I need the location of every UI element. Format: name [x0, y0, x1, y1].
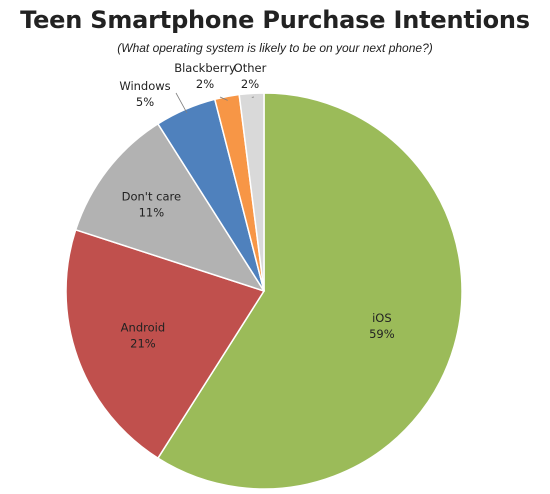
slice-value-don-t-care: 11%	[139, 206, 165, 220]
leader-line-windows	[175, 92, 188, 114]
slice-value-blackberry: 2%	[196, 77, 214, 91]
pie-slice-ios	[157, 92, 463, 490]
leader-line-blackberry	[219, 96, 228, 101]
slice-labels: iOS 59% Android 21% Don't care 11% Windows 5% Bl…	[119, 61, 394, 351]
slice-value-other: 2%	[241, 77, 259, 91]
slice-value-android: 21%	[130, 337, 156, 351]
slice-label-don-t-care: Don't care	[122, 190, 181, 204]
pie-slice-don-t-care	[74, 123, 265, 292]
chart-subtitle: (What operating system is likely to be o…	[117, 41, 433, 55]
pie-slice-other	[238, 92, 265, 292]
slice-value-windows: 5%	[136, 95, 154, 109]
leader-lines	[175, 92, 255, 114]
slice-label-windows: Windows	[119, 79, 170, 93]
slice-label-android: Android	[121, 321, 165, 335]
chart-title: Teen Smartphone Purchase Intentions	[20, 6, 530, 34]
slice-label-ios: iOS	[372, 311, 392, 325]
pie-slice-android	[65, 229, 265, 459]
slice-value-ios: 59%	[369, 327, 395, 341]
slice-label-other: Other	[234, 61, 267, 75]
slice-label-blackberry: Blackberry	[174, 61, 236, 75]
pie-slices	[65, 92, 463, 490]
